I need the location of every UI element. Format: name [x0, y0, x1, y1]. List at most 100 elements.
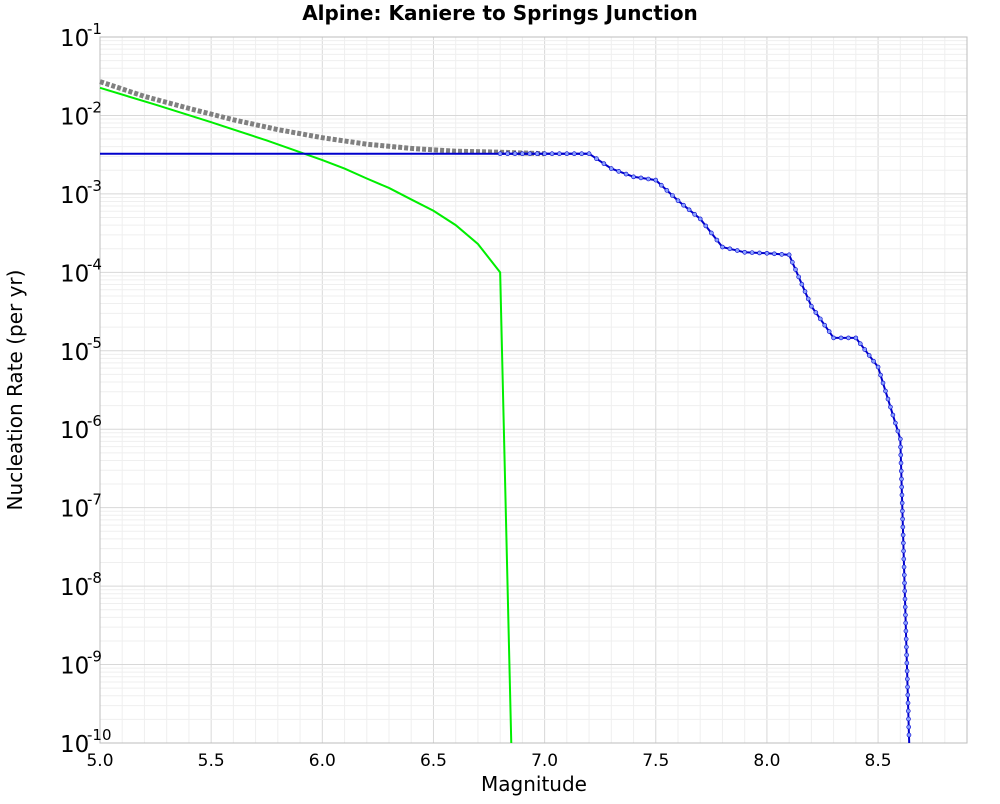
series-marker: [902, 596, 908, 602]
tick-labels: 5.0 5.5 6.0 6.5 7.0 7.5 8.0 8.510-110-210-310-4…: [60, 20, 892, 771]
series-marker: [527, 151, 533, 157]
y-tick-exponent: -8: [87, 569, 102, 587]
series-marker: [902, 588, 908, 594]
series-marker: [903, 636, 909, 642]
series-marker: [757, 250, 762, 256]
series-marker: [905, 676, 910, 682]
y-tick-label: 10: [60, 261, 89, 287]
series-marker: [890, 412, 896, 418]
y-tick-exponent: -4: [87, 255, 102, 273]
series-marker: [542, 151, 547, 157]
series-marker: [901, 572, 907, 578]
series-marker: [826, 329, 832, 334]
series-marker: [813, 310, 819, 315]
series-marker: [772, 251, 777, 257]
y-tick-label: 10: [60, 183, 89, 209]
x-tick-label: 6.0: [309, 751, 336, 771]
series-marker: [564, 151, 570, 157]
series-marker: [802, 289, 808, 294]
series-marker: [838, 335, 844, 341]
y-tick-exponent: -5: [87, 334, 102, 352]
x-tick-label: 7.0: [531, 751, 558, 771]
series-marker: [893, 420, 898, 426]
series-marker: [866, 353, 872, 358]
series-marker: [883, 388, 888, 394]
series-marker: [749, 250, 755, 255]
series-marker: [623, 171, 629, 177]
series-marker: [871, 358, 876, 364]
series-marker: [609, 166, 614, 171]
series-marker: [703, 223, 709, 229]
y-tick-exponent: -2: [87, 98, 102, 116]
series-marker: [902, 604, 908, 610]
series-marker: [831, 335, 836, 341]
series-marker: [895, 428, 901, 434]
x-tick-label: 8.0: [753, 751, 780, 771]
series-marker: [681, 202, 686, 208]
series-marker: [898, 460, 904, 466]
series-marker: [901, 564, 907, 570]
y-tick-label: 10: [60, 654, 89, 680]
y-tick-exponent: -3: [87, 177, 102, 195]
series-marker: [796, 274, 801, 280]
series-marker: [534, 151, 540, 157]
y-tick-exponent: -6: [87, 412, 102, 430]
series-marker: [664, 188, 670, 193]
x-tick-label: 6.5: [420, 751, 447, 771]
series-marker: [905, 692, 911, 698]
series-marker: [878, 372, 883, 378]
series-marker: [594, 156, 599, 161]
y-tick-exponent: -7: [87, 491, 102, 509]
series-marker: [786, 252, 792, 258]
x-tick-label: 5.5: [198, 751, 225, 771]
x-tick-label: 8.5: [865, 751, 892, 771]
series-marker: [906, 716, 911, 722]
series-marker: [822, 322, 828, 328]
series-marker: [862, 347, 868, 352]
series-marker: [875, 364, 881, 370]
series-marker: [900, 532, 906, 538]
series-marker: [899, 476, 904, 482]
series-marker: [497, 151, 503, 157]
series-marker: [904, 668, 910, 674]
series-marker: [846, 335, 851, 341]
series-marker: [906, 732, 912, 738]
series-marker: [646, 176, 651, 182]
series-marker: [809, 303, 814, 309]
y-tick-label: 10: [60, 26, 89, 52]
series-marker: [601, 161, 607, 166]
series-line-total: [99, 79, 545, 157]
series-marker: [901, 540, 906, 546]
series-marker: [857, 341, 863, 347]
series-marker: [898, 436, 903, 442]
series-marker: [793, 267, 798, 272]
series-marker: [905, 700, 911, 706]
series-marker: [906, 724, 912, 730]
series-marker: [853, 335, 859, 341]
y-tick-label: 10: [60, 340, 89, 366]
chart-title: Alpine: Kaniere to Springs Junction: [302, 1, 698, 25]
series-marker: [571, 151, 577, 157]
series-marker: [779, 252, 785, 257]
y-tick-label: 10: [60, 418, 89, 444]
series-marker: [720, 244, 725, 250]
series-marker: [675, 198, 681, 203]
series-marker: [905, 684, 910, 690]
series-marker: [692, 212, 697, 217]
series-marker: [904, 652, 909, 658]
series-marker: [904, 660, 910, 666]
series-marker: [709, 230, 714, 236]
series-marker: [901, 548, 906, 554]
x-tick-label: 5.0: [86, 751, 113, 771]
series-marker: [899, 492, 905, 498]
y-tick-exponent: -9: [87, 648, 102, 666]
series-marker: [512, 151, 518, 157]
series-marker: [885, 396, 891, 402]
series-marker: [900, 508, 905, 514]
series-marker: [697, 216, 703, 222]
series-marker: [714, 237, 720, 243]
grid: [99, 36, 968, 744]
series-marker: [899, 484, 905, 490]
